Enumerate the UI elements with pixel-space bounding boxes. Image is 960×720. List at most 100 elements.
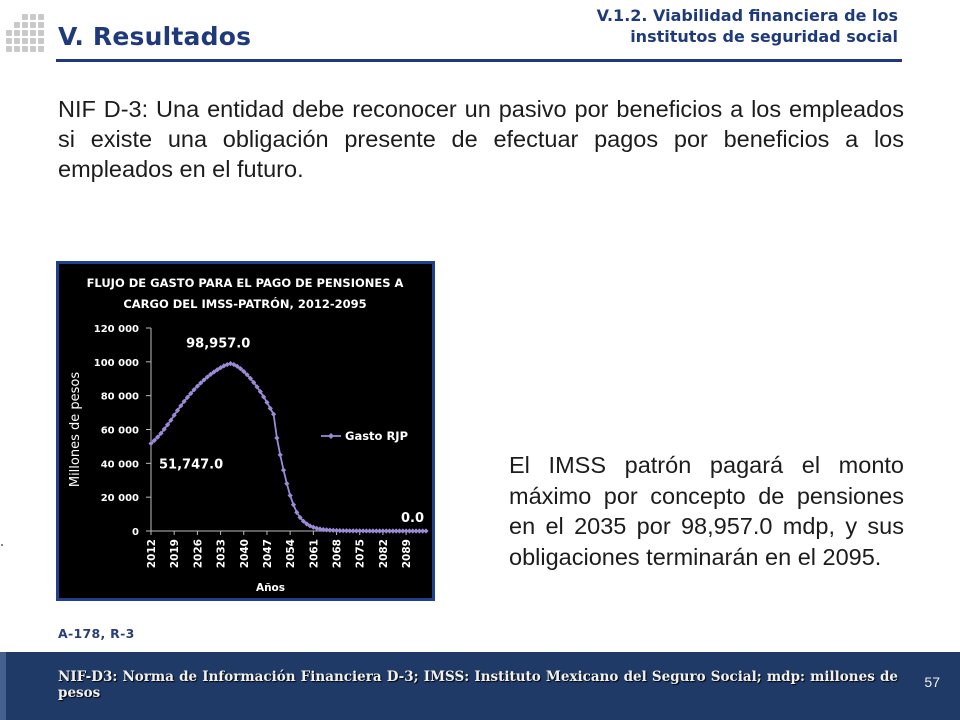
footer-note: NIF-D3: Norma de Información Financiera … — [58, 669, 898, 701]
footer-bar: NIF-D3: Norma de Información Financiera … — [0, 652, 960, 720]
series-line-gasto-rjp — [150, 362, 427, 532]
data-label-start: 51,747.0 — [159, 457, 223, 472]
ornament-dot — [38, 30, 44, 36]
x-tick-label: 2026 — [192, 539, 204, 568]
ornament-dot — [22, 46, 28, 52]
chart-title-line2: CARGO DEL IMSS-PATRÓN, 2012-2095 — [123, 296, 366, 311]
y-tick-label: 0 — [132, 527, 139, 538]
source-reference: A-178, R-3 — [58, 626, 135, 641]
ornament-dot — [38, 14, 44, 20]
series-point — [410, 528, 416, 534]
header-divider — [56, 59, 902, 62]
x-tick-label: 2068 — [332, 539, 344, 568]
series-point — [377, 528, 383, 534]
section-subtitle-line1: V.1.2. Viabilidad financiera de los — [596, 6, 898, 25]
y-tick-label: 120 000 — [94, 324, 139, 335]
ornament-dot — [22, 30, 28, 36]
ornament-dot — [30, 30, 36, 36]
y-tick-label: 40 000 — [101, 459, 139, 470]
series-point — [383, 528, 389, 534]
series-point — [171, 412, 177, 418]
series-point — [244, 372, 250, 378]
series-point — [287, 492, 293, 499]
series-point — [337, 528, 343, 534]
series-point — [184, 394, 191, 400]
series-point — [423, 528, 429, 534]
ornament-dot — [30, 22, 36, 28]
ornament-dot — [38, 38, 44, 44]
series-point — [158, 430, 164, 436]
series-point — [324, 527, 330, 533]
x-tick-label: 2061 — [308, 539, 320, 568]
y-tick-label: 100 000 — [94, 358, 139, 369]
series-point — [320, 526, 326, 533]
data-label-peak: 98,957.0 — [186, 337, 250, 352]
series-point — [294, 509, 300, 515]
x-tick-label: 2019 — [169, 539, 181, 568]
ornament-dot — [22, 14, 28, 20]
legend-marker — [328, 433, 334, 439]
ornament-dot — [30, 14, 36, 20]
page-number: 57 — [924, 674, 940, 690]
ornament-dot — [38, 46, 44, 52]
ornament-dot — [22, 38, 28, 44]
series-point — [307, 523, 313, 529]
side-paragraph: El IMSS patrón pagará el monto máximo po… — [509, 452, 904, 570]
x-tick-label: 2012 — [146, 539, 158, 568]
ornament-dot — [14, 46, 20, 52]
ornament-dot — [6, 30, 12, 36]
x-tick-label: 2040 — [239, 539, 251, 568]
ornament-dot — [6, 38, 12, 44]
series-point — [416, 528, 422, 534]
ornament-dot — [30, 38, 36, 44]
page-title: V. Resultados — [58, 22, 252, 51]
y-axis-label: Millones de pesos — [68, 372, 83, 488]
series-point — [400, 528, 406, 534]
series-point — [340, 528, 346, 534]
series-point — [403, 528, 409, 534]
x-tick-label: 2033 — [216, 539, 228, 568]
body-paragraph: NIF D-3: Una entidad debe reconocer un p… — [58, 96, 904, 182]
series-point — [280, 467, 287, 473]
chart-title-line1: FLUJO DE GASTO PARA EL PAGO DE PENSIONES… — [87, 276, 404, 290]
series-point — [317, 526, 323, 532]
series-point — [300, 518, 307, 524]
pension-expense-chart: FLUJO DE GASTO PARA EL PAGO DE PENSIONES… — [68, 276, 429, 594]
legend-label: Gasto RJP — [345, 429, 408, 443]
series-point — [363, 528, 369, 534]
series-point — [161, 426, 167, 432]
series-point — [380, 528, 386, 534]
data-label-end: 0.0 — [401, 511, 424, 526]
chart-panel: FLUJO DE GASTO PARA EL PAGO DE PENSIONES… — [56, 261, 435, 601]
series-point — [151, 437, 157, 444]
y-tick-label: 80 000 — [101, 392, 139, 403]
series-point — [367, 528, 373, 534]
series-point — [181, 398, 187, 405]
section-subtitle-line2: institutos de seguridad social — [630, 27, 898, 46]
series-point — [373, 528, 379, 534]
series-point — [390, 528, 396, 534]
series-point — [413, 528, 419, 534]
series-point — [297, 514, 303, 521]
x-tick-label: 2047 — [262, 539, 274, 568]
series-point — [353, 528, 360, 534]
series-point — [357, 528, 363, 534]
x-tick-label: 2082 — [378, 539, 390, 568]
series-point — [290, 502, 297, 508]
x-tick-label: 2075 — [355, 539, 367, 568]
ornament-dot — [22, 22, 28, 28]
series-point — [420, 528, 426, 534]
x-tick-label: 2089 — [401, 539, 413, 568]
series-point — [304, 521, 310, 527]
series-point — [406, 528, 413, 534]
ornament-dot — [38, 22, 44, 28]
series-point — [211, 369, 217, 375]
series-point — [396, 528, 403, 534]
ornament-dot — [30, 46, 36, 52]
series-point — [370, 528, 376, 534]
series-point — [347, 528, 353, 534]
series-point — [360, 528, 366, 534]
section-subtitle: V.1.2. Viabilidad financiera de los inst… — [538, 5, 898, 47]
x-axis-label: Años — [256, 582, 285, 594]
ornament-dot — [14, 38, 20, 44]
